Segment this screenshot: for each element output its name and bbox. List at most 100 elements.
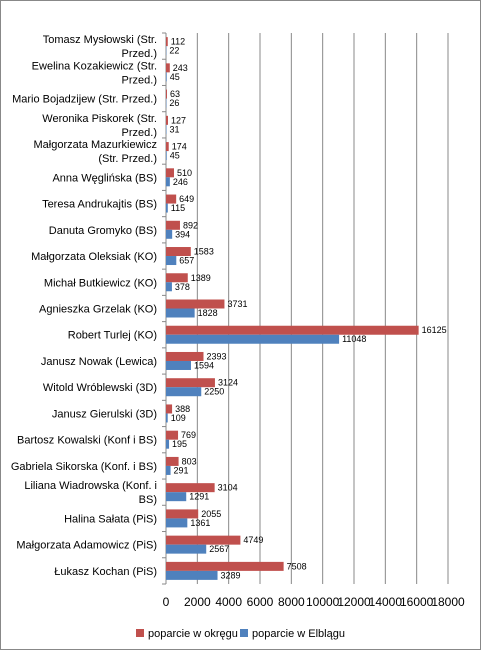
bar-okreg xyxy=(166,194,177,204)
bar-okreg xyxy=(166,561,284,571)
category-label: Robert Turlej (KO) xyxy=(68,330,157,342)
data-label: 388 xyxy=(175,404,190,414)
x-tick-label: 18000 xyxy=(431,595,465,609)
data-label: 195 xyxy=(172,439,187,449)
data-label: 2567 xyxy=(209,544,229,554)
bar-okreg xyxy=(166,351,204,361)
bar-elblag xyxy=(166,229,173,239)
category-label: Agnieszka Grzelak (KO) xyxy=(39,304,157,316)
category-label: Bartosz Kowalski (Konf i BS) xyxy=(17,435,157,447)
bar-okreg xyxy=(166,89,167,99)
data-label: 109 xyxy=(171,413,186,423)
category-label: Małgorzata Adamowicz (PiS) xyxy=(16,540,157,552)
bar-elblag xyxy=(166,203,168,213)
data-label: 45 xyxy=(170,72,180,82)
bar-elblag xyxy=(166,465,171,475)
data-label: 1361 xyxy=(190,518,210,528)
bar-okreg xyxy=(166,220,180,230)
bar-elblag xyxy=(166,308,195,318)
bar-elblag xyxy=(166,177,170,187)
bar-elblag xyxy=(166,544,207,554)
legend-label: poparcie w Elblągu xyxy=(252,628,345,640)
category-label: Tomasz Mysłowski (Str. Przed.) xyxy=(43,34,157,60)
data-label: 803 xyxy=(182,456,197,466)
data-label: 127 xyxy=(171,115,186,125)
x-tick-label: 2000 xyxy=(184,595,211,609)
bar-okreg xyxy=(166,63,170,73)
data-label: 892 xyxy=(183,220,198,230)
bar-elblag xyxy=(166,72,167,82)
category-label: Halina Sałata (PiS) xyxy=(64,513,157,525)
data-label: 16125 xyxy=(422,325,447,335)
data-label: 3289 xyxy=(221,570,241,580)
data-label: 31 xyxy=(169,124,179,134)
bar-okreg xyxy=(166,273,188,283)
bar-okreg xyxy=(166,299,225,309)
x-tick-label: 14000 xyxy=(369,595,403,609)
bar-okreg xyxy=(166,483,215,493)
data-label: 63 xyxy=(170,89,180,99)
data-label: 3124 xyxy=(218,378,238,388)
x-tick-label: 16000 xyxy=(400,595,434,609)
bar-okreg xyxy=(166,115,168,125)
data-label: 649 xyxy=(179,194,194,204)
bar-okreg xyxy=(166,168,174,178)
data-label: 2055 xyxy=(201,509,221,519)
bar-elblag xyxy=(166,256,177,266)
data-label: 3731 xyxy=(227,299,247,309)
bar-okreg xyxy=(166,378,215,388)
data-label: 26 xyxy=(169,98,179,108)
data-label: 2250 xyxy=(204,387,224,397)
category-label: Anna Węglińska (BS) xyxy=(52,172,157,184)
category-label: Janusz Nowak (Lewica) xyxy=(41,356,157,368)
legend-swatch xyxy=(136,629,144,637)
data-label: 1828 xyxy=(198,308,218,318)
data-label: 22 xyxy=(169,46,179,56)
data-label: 112 xyxy=(171,37,185,47)
bar-okreg xyxy=(166,325,419,335)
data-label: 1594 xyxy=(194,360,214,370)
bar-elblag xyxy=(166,413,168,423)
data-label: 1389 xyxy=(191,273,211,283)
category-label: Gabriela Sikorska (Konf. i BS) xyxy=(11,461,157,473)
data-label: 7508 xyxy=(287,561,307,571)
x-tick-label: 12000 xyxy=(337,595,371,609)
category-label: Małgorzata Oleksiak (KO) xyxy=(31,251,157,263)
data-label: 45 xyxy=(170,151,180,161)
data-label: 115 xyxy=(171,203,185,213)
category-label: Janusz Gierulski (3D) xyxy=(52,408,157,420)
bar-elblag xyxy=(166,570,218,580)
bar-okreg xyxy=(166,509,199,519)
x-tick-label: 6000 xyxy=(247,595,274,609)
data-label: 4749 xyxy=(243,535,263,545)
category-label: Liliana Wiadrowska (Konf. i BS) xyxy=(24,480,157,506)
data-label: 1583 xyxy=(194,247,214,257)
bar-okreg xyxy=(166,456,179,466)
bar-elblag xyxy=(166,387,202,397)
bar-elblag xyxy=(166,518,188,528)
legend-swatch xyxy=(240,629,248,637)
bar-okreg xyxy=(166,37,168,47)
category-label: Mario Bojadzijew (Str. Przed.) xyxy=(12,94,157,106)
bar-elblag xyxy=(166,492,187,502)
category-label: Małgorzata Mazurkiewicz (Str. Przed.) xyxy=(34,139,157,165)
category-label: Danuta Gromyko (BS) xyxy=(49,225,157,237)
x-tick-label: 8000 xyxy=(278,595,305,609)
category-label: Weronika Piskorek (Str. Przed.) xyxy=(42,113,157,139)
bar-okreg xyxy=(166,404,173,414)
bar-okreg xyxy=(166,247,191,257)
x-tick-label: 4000 xyxy=(215,595,242,609)
data-label: 11048 xyxy=(342,334,366,344)
data-label: 378 xyxy=(175,282,190,292)
category-label: Witold Wróblewski (3D) xyxy=(43,382,157,394)
data-label: 2393 xyxy=(206,351,226,361)
x-tick-label: 0 xyxy=(163,595,170,609)
data-label: 243 xyxy=(173,63,188,73)
bar-elblag xyxy=(166,439,170,449)
legend-label: poparcie w okręgu xyxy=(148,628,238,640)
data-label: 510 xyxy=(177,168,192,178)
data-label: 246 xyxy=(173,177,188,187)
data-label: 1291 xyxy=(189,492,209,502)
bar-okreg xyxy=(166,430,179,440)
